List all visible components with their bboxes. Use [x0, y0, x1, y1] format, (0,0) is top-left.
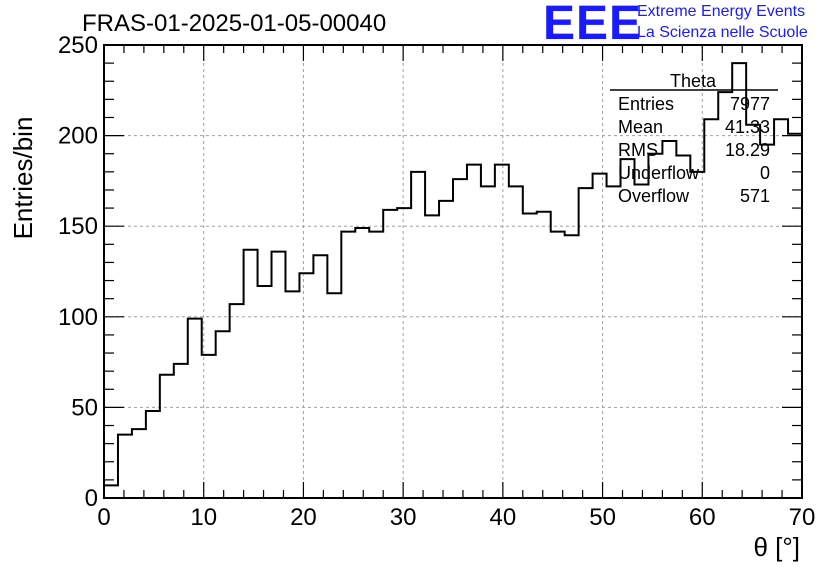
- x-tick-label: 40: [490, 504, 517, 531]
- plot-title: FRAS-01-2025-01-05-00040: [82, 10, 387, 37]
- stats-label: Underflow: [618, 163, 700, 183]
- logo-line-2: La Scienza nelle Scuole: [637, 24, 808, 41]
- y-tick-label: 50: [71, 394, 98, 421]
- stats-value: 571: [740, 186, 770, 206]
- x-tick-labels: 0 10 20 30 40 50 60 70: [97, 504, 815, 531]
- stats-value: 0: [760, 163, 770, 183]
- stats-label: Mean: [618, 117, 663, 137]
- stats-value: 41.33: [725, 117, 770, 137]
- x-axis-label: θ [°]: [753, 532, 800, 562]
- y-tick-label: 0: [85, 485, 98, 512]
- x-tick-label: 50: [589, 504, 616, 531]
- y-tick-labels: 0 50 100 150 200 250: [58, 32, 98, 512]
- x-tick-label: 70: [789, 504, 816, 531]
- x-tick-label: 30: [390, 504, 417, 531]
- stats-label: Entries: [618, 94, 674, 114]
- grid-lines: [104, 45, 802, 498]
- y-tick-label: 200: [58, 123, 98, 150]
- stats-box: Theta Entries 7977 Mean 41.33 RMS 18.29 Underf…: [610, 71, 778, 206]
- x-tick-label: 10: [190, 504, 217, 531]
- logo-line-1: Extreme Energy Events: [637, 3, 806, 20]
- y-tick-label: 150: [58, 213, 98, 240]
- y-tick-label: 100: [58, 304, 98, 331]
- stats-value: 18.29: [725, 140, 770, 160]
- x-tick-label: 60: [689, 504, 716, 531]
- plot-frame: [103, 44, 803, 499]
- axis-ticks: [103, 44, 803, 499]
- stats-label: RMS: [618, 140, 658, 160]
- eee-logo: EEE: [543, 0, 643, 50]
- histogram-series-line: [104, 62, 802, 487]
- stats-label: Overflow: [618, 186, 690, 206]
- y-tick-label: 250: [58, 32, 98, 59]
- stats-name: Theta: [670, 71, 717, 91]
- x-tick-label: 0: [97, 504, 110, 531]
- x-tick-label: 20: [290, 504, 317, 531]
- y-axis-label: Entries/bin: [8, 117, 38, 240]
- stats-value: 7977: [730, 94, 770, 114]
